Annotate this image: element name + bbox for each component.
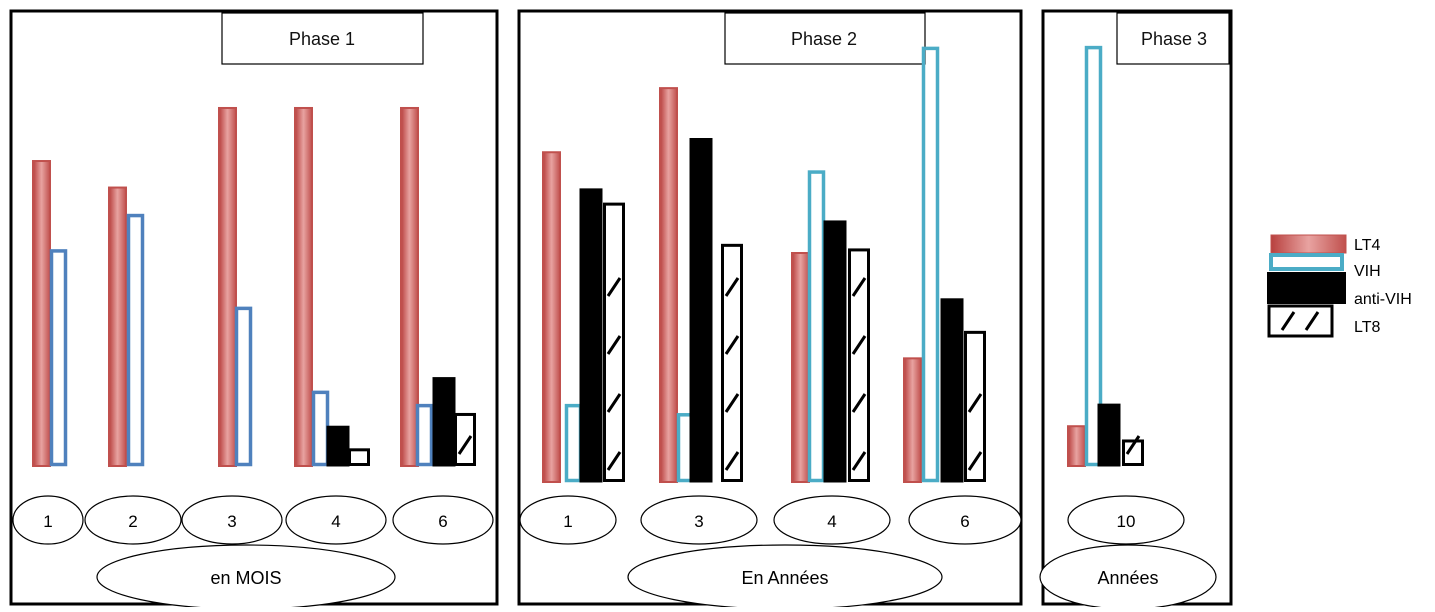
phase1-bar-lt4-4 — [294, 106, 313, 467]
phase2-bar-anti-1 — [579, 188, 603, 483]
phase2-bar-lt8-1-hatch — [606, 451, 622, 471]
phase2-bar-lt8-6-hatch — [967, 451, 983, 471]
phase2-bar-lt8-1-hatch — [606, 393, 622, 413]
phase2-bar-anti-4 — [823, 220, 847, 483]
phase3-bar-anti-10 — [1097, 403, 1121, 467]
legend-swatch-anti — [1267, 272, 1346, 304]
phase3-unit-label: Années — [1097, 568, 1158, 588]
phase2-bar-vih-1 — [564, 403, 583, 483]
phase2-category-1: 1 — [563, 512, 572, 531]
phase2-bar-lt8-3-hatch — [724, 451, 740, 471]
phase3-bar-lt4-10 — [1067, 425, 1086, 467]
phase2-category-3: 3 — [694, 512, 703, 531]
legend-swatch-lt4 — [1270, 234, 1347, 254]
phase2-category-labels: 1 3 4 6 — [519, 495, 1022, 545]
phase1-category-labels: 1 2 3 4 6 — [12, 495, 494, 545]
legend-label-vih: VIH — [1354, 263, 1381, 280]
phase1-bar-vih-3 — [234, 306, 253, 467]
phase2-bar-vih-6 — [921, 46, 940, 483]
phase3-category-10: 10 — [1117, 512, 1136, 531]
phase2-bar-lt8-3-hatch — [724, 277, 740, 297]
phase2-bar-lt8-4-hatch — [851, 451, 867, 471]
phase1-bar-vih-6 — [415, 403, 434, 467]
phase1-bar-anti-6 — [432, 377, 456, 467]
phase2-bar-lt4-3 — [659, 87, 678, 484]
phase1-bar-vih-2 — [126, 213, 145, 467]
phase3-bar-vih-10 — [1084, 45, 1103, 467]
phase2-bar-lt8-4-hatch — [851, 335, 867, 355]
phase2-bar-lt8-1-hatch — [606, 277, 622, 297]
legend-label-lt8: LT8 — [1354, 319, 1380, 336]
legend-label-lt4: LT4 — [1354, 237, 1380, 254]
phase1-bar-lt8-4 — [348, 448, 370, 467]
phase1-title-box — [221, 12, 424, 65]
phase1-category-4: 4 — [331, 512, 340, 531]
phase1-category-1: 1 — [43, 512, 52, 531]
legend-swatch-lt8 — [1267, 304, 1334, 338]
phase2-bar-lt8-1-hatch — [606, 335, 622, 355]
phase3-title: Phase 3 — [1141, 29, 1207, 49]
phase1-bar-vih-1 — [49, 249, 68, 467]
phase2-bar-lt8-6-hatch — [967, 393, 983, 413]
phase1-bar-lt4-1 — [32, 160, 51, 468]
phase2-bar-lt8-3-hatch — [724, 335, 740, 355]
phase1-category-2: 2 — [128, 512, 137, 531]
phase2-bar-lt8-4-hatch — [851, 277, 867, 297]
phase2-bar-lt8-3 — [721, 243, 743, 482]
legend: LT4 VIH anti-VIH LT8 — [1267, 234, 1412, 338]
phase1-category-3: 3 — [227, 512, 236, 531]
phase2-unit-label: En Années — [741, 568, 828, 588]
phase2-bar-lt4-6 — [903, 357, 922, 483]
phase1-bar-anti-4 — [326, 425, 350, 467]
phase1-bar-lt4-2 — [108, 186, 127, 467]
legend-label-anti: anti-VIH — [1354, 291, 1412, 308]
phase2-bar-lt8-3-hatch — [724, 393, 740, 413]
phase3-category-labels: 10 — [1067, 495, 1185, 545]
phase2-category-4: 4 — [827, 512, 836, 531]
phase3-bar-lt8-10-hatch — [1125, 435, 1141, 455]
phase1-title: Phase 1 — [289, 29, 355, 49]
phase1-bar-lt4-3 — [218, 106, 237, 467]
phase2-bar-anti-6 — [940, 298, 964, 483]
phase2-bar-lt8-4-hatch — [851, 393, 867, 413]
phase1-bar-vih-4 — [311, 390, 330, 467]
phase2-title: Phase 2 — [791, 29, 857, 49]
phase1-bar-lt8-6-hatch — [457, 435, 473, 455]
phase2-bar-lt4-4 — [791, 252, 810, 483]
phase2-bar-lt8-4 — [848, 248, 870, 482]
phase2-bar-vih-4 — [807, 170, 826, 483]
phase3-bar-lt8-10 — [1122, 439, 1144, 467]
phase2-title-box — [724, 12, 926, 65]
phase2-category-6: 6 — [960, 512, 969, 531]
phase2-bar-lt4-1 — [542, 151, 561, 484]
phase3-title-box — [1116, 12, 1230, 65]
phase1-category-6: 6 — [438, 512, 447, 531]
phase1-bar-lt4-6 — [400, 106, 419, 467]
bars-layer — [32, 45, 1144, 484]
phase1-bar-lt8-6 — [454, 412, 476, 466]
phase2-bar-lt8-6 — [964, 330, 986, 482]
phase1-unit-label: en MOIS — [210, 568, 281, 588]
phase2-bar-anti-3 — [689, 138, 713, 483]
legend-swatch-vih — [1269, 253, 1344, 271]
